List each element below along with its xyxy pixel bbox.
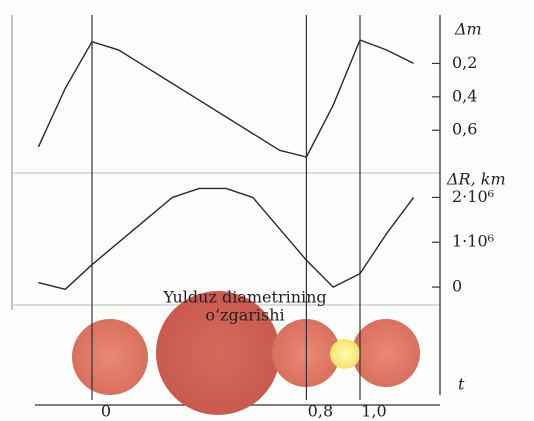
line — [38, 187, 415, 290]
star-disk — [352, 319, 420, 387]
x-axis-label: t — [458, 375, 465, 394]
star-disk-hot — [330, 339, 360, 369]
star-illustration — [72, 291, 420, 415]
annotation: o‘zgarishi — [205, 306, 284, 325]
y-tick-label: 0,2 — [452, 53, 477, 72]
annotation: Yulduz diametrining — [162, 288, 326, 307]
y-tick-label: 0,4 — [452, 86, 477, 105]
x-tick-label: 1,0 — [361, 402, 386, 421]
y-axis-label: Δm — [454, 20, 482, 39]
y-axis-label: ΔR, km — [446, 170, 506, 189]
x-tick-label: 0 — [101, 402, 111, 421]
star-disk — [156, 291, 280, 415]
x-tick-label: 0,8 — [308, 402, 333, 421]
y-tick-label: 0 — [452, 277, 462, 296]
line — [37, 39, 414, 158]
y-tick-label: 1·10⁶ — [452, 232, 494, 251]
y-tick-label: 0,6 — [452, 120, 477, 139]
star-disk — [72, 319, 148, 395]
y-tick-label: 2·10⁶ — [452, 187, 494, 206]
